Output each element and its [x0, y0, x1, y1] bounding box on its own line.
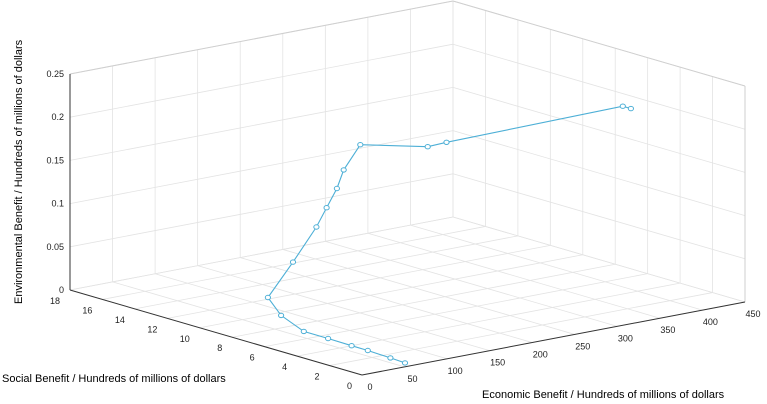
series-point — [357, 142, 364, 148]
z-tick-label: 0.05 — [46, 242, 64, 252]
floor-gridline-y — [264, 273, 648, 348]
series-point — [300, 328, 307, 335]
back-wall-gridline-z — [69, 216, 454, 291]
floor-gridline-y — [199, 254, 583, 329]
y-tick-label: 4 — [282, 362, 287, 372]
series-point — [264, 294, 271, 301]
z-tick-label: 0.25 — [46, 69, 64, 79]
x-tick-label: 250 — [575, 341, 590, 351]
series-point — [627, 105, 635, 112]
y-tick-label: 8 — [217, 343, 222, 353]
back-wall-gridline-z — [69, 130, 454, 204]
frame-edge — [452, 0, 746, 87]
axis-layer — [69, 74, 746, 376]
side-wall-gridline-z — [452, 216, 746, 303]
series-line — [267, 105, 632, 364]
series-point — [333, 185, 340, 192]
x-tick-label: 400 — [703, 317, 718, 327]
floor-gridline-y — [329, 292, 713, 366]
series-point — [401, 360, 409, 366]
series-point — [387, 355, 394, 361]
floor-gridline-x — [325, 240, 618, 327]
x-tick-label: 450 — [745, 309, 760, 319]
x-tick-label: 50 — [408, 374, 418, 384]
floor-gridline-y — [167, 244, 551, 319]
y-tick-label: 14 — [115, 315, 125, 325]
side-wall-gridline-z — [452, 43, 746, 130]
x-tick-label: 0 — [367, 382, 372, 392]
floor-gridline-x — [367, 232, 661, 319]
series-point — [323, 205, 330, 211]
side-wall-gridline-z — [452, 130, 746, 216]
x-axis-title: Economic Benefit / Hundreds of millions … — [482, 389, 725, 401]
series-point — [364, 347, 371, 354]
y-axis-line — [69, 289, 363, 376]
z-tick-label: 0.15 — [46, 155, 64, 165]
floor-gridline-y — [297, 282, 681, 357]
y-tick-label: 12 — [147, 324, 157, 334]
z-axis-title: Environmental Benefit / Hundreds of mill… — [13, 39, 25, 304]
side-wall-gridline-z — [452, 87, 746, 173]
x-tick-label: 350 — [660, 325, 675, 335]
z-tick-label: 0 — [59, 285, 64, 295]
x-tick-label: 100 — [448, 366, 463, 376]
y-tick-label: 2 — [315, 372, 320, 382]
floor-gridline-x — [154, 273, 448, 360]
series-layer — [264, 103, 635, 366]
grid-layer — [69, 0, 746, 376]
frame-edge — [69, 0, 454, 75]
back-wall-gridline-z — [69, 173, 454, 248]
floor-gridline-x — [282, 249, 575, 335]
side-wall-gridline-z — [452, 173, 746, 260]
x-tick-label: 300 — [618, 333, 633, 343]
y-tick-label: 10 — [180, 334, 190, 344]
series-point — [340, 167, 347, 173]
y-tick-label: 18 — [50, 296, 60, 306]
y-tick-label: 16 — [82, 305, 92, 315]
series-point — [289, 259, 297, 265]
series-point — [313, 224, 320, 230]
series-point — [443, 139, 450, 146]
series-point — [619, 103, 626, 109]
floor-gridline-y — [134, 235, 518, 310]
series-point — [348, 343, 355, 349]
floor-gridline-x — [197, 265, 490, 352]
z-tick-label: 0.2 — [51, 112, 64, 122]
x-tick-label: 150 — [490, 358, 505, 368]
x-tick-label: 200 — [533, 350, 548, 360]
series-point — [278, 312, 285, 319]
label-layer: Economic Benefit / Hundreds of millions … — [2, 39, 761, 401]
series-point — [424, 144, 431, 150]
y-axis-title: Social Benefit / Hundreds of millions of… — [2, 373, 226, 385]
back-wall-gridline-z — [69, 87, 454, 161]
x-axis-line — [361, 301, 746, 376]
z-tick-label: 0.1 — [51, 199, 64, 209]
back-wall-gridline-z — [69, 43, 454, 118]
floor-gridline-x — [410, 224, 703, 311]
y-tick-label: 0 — [347, 381, 352, 391]
series-point — [325, 335, 332, 342]
floor-gridline-x — [240, 257, 533, 343]
floor-gridline-x — [112, 281, 405, 368]
y-tick-label: 6 — [250, 353, 255, 363]
floor-gridline-y — [232, 263, 616, 338]
